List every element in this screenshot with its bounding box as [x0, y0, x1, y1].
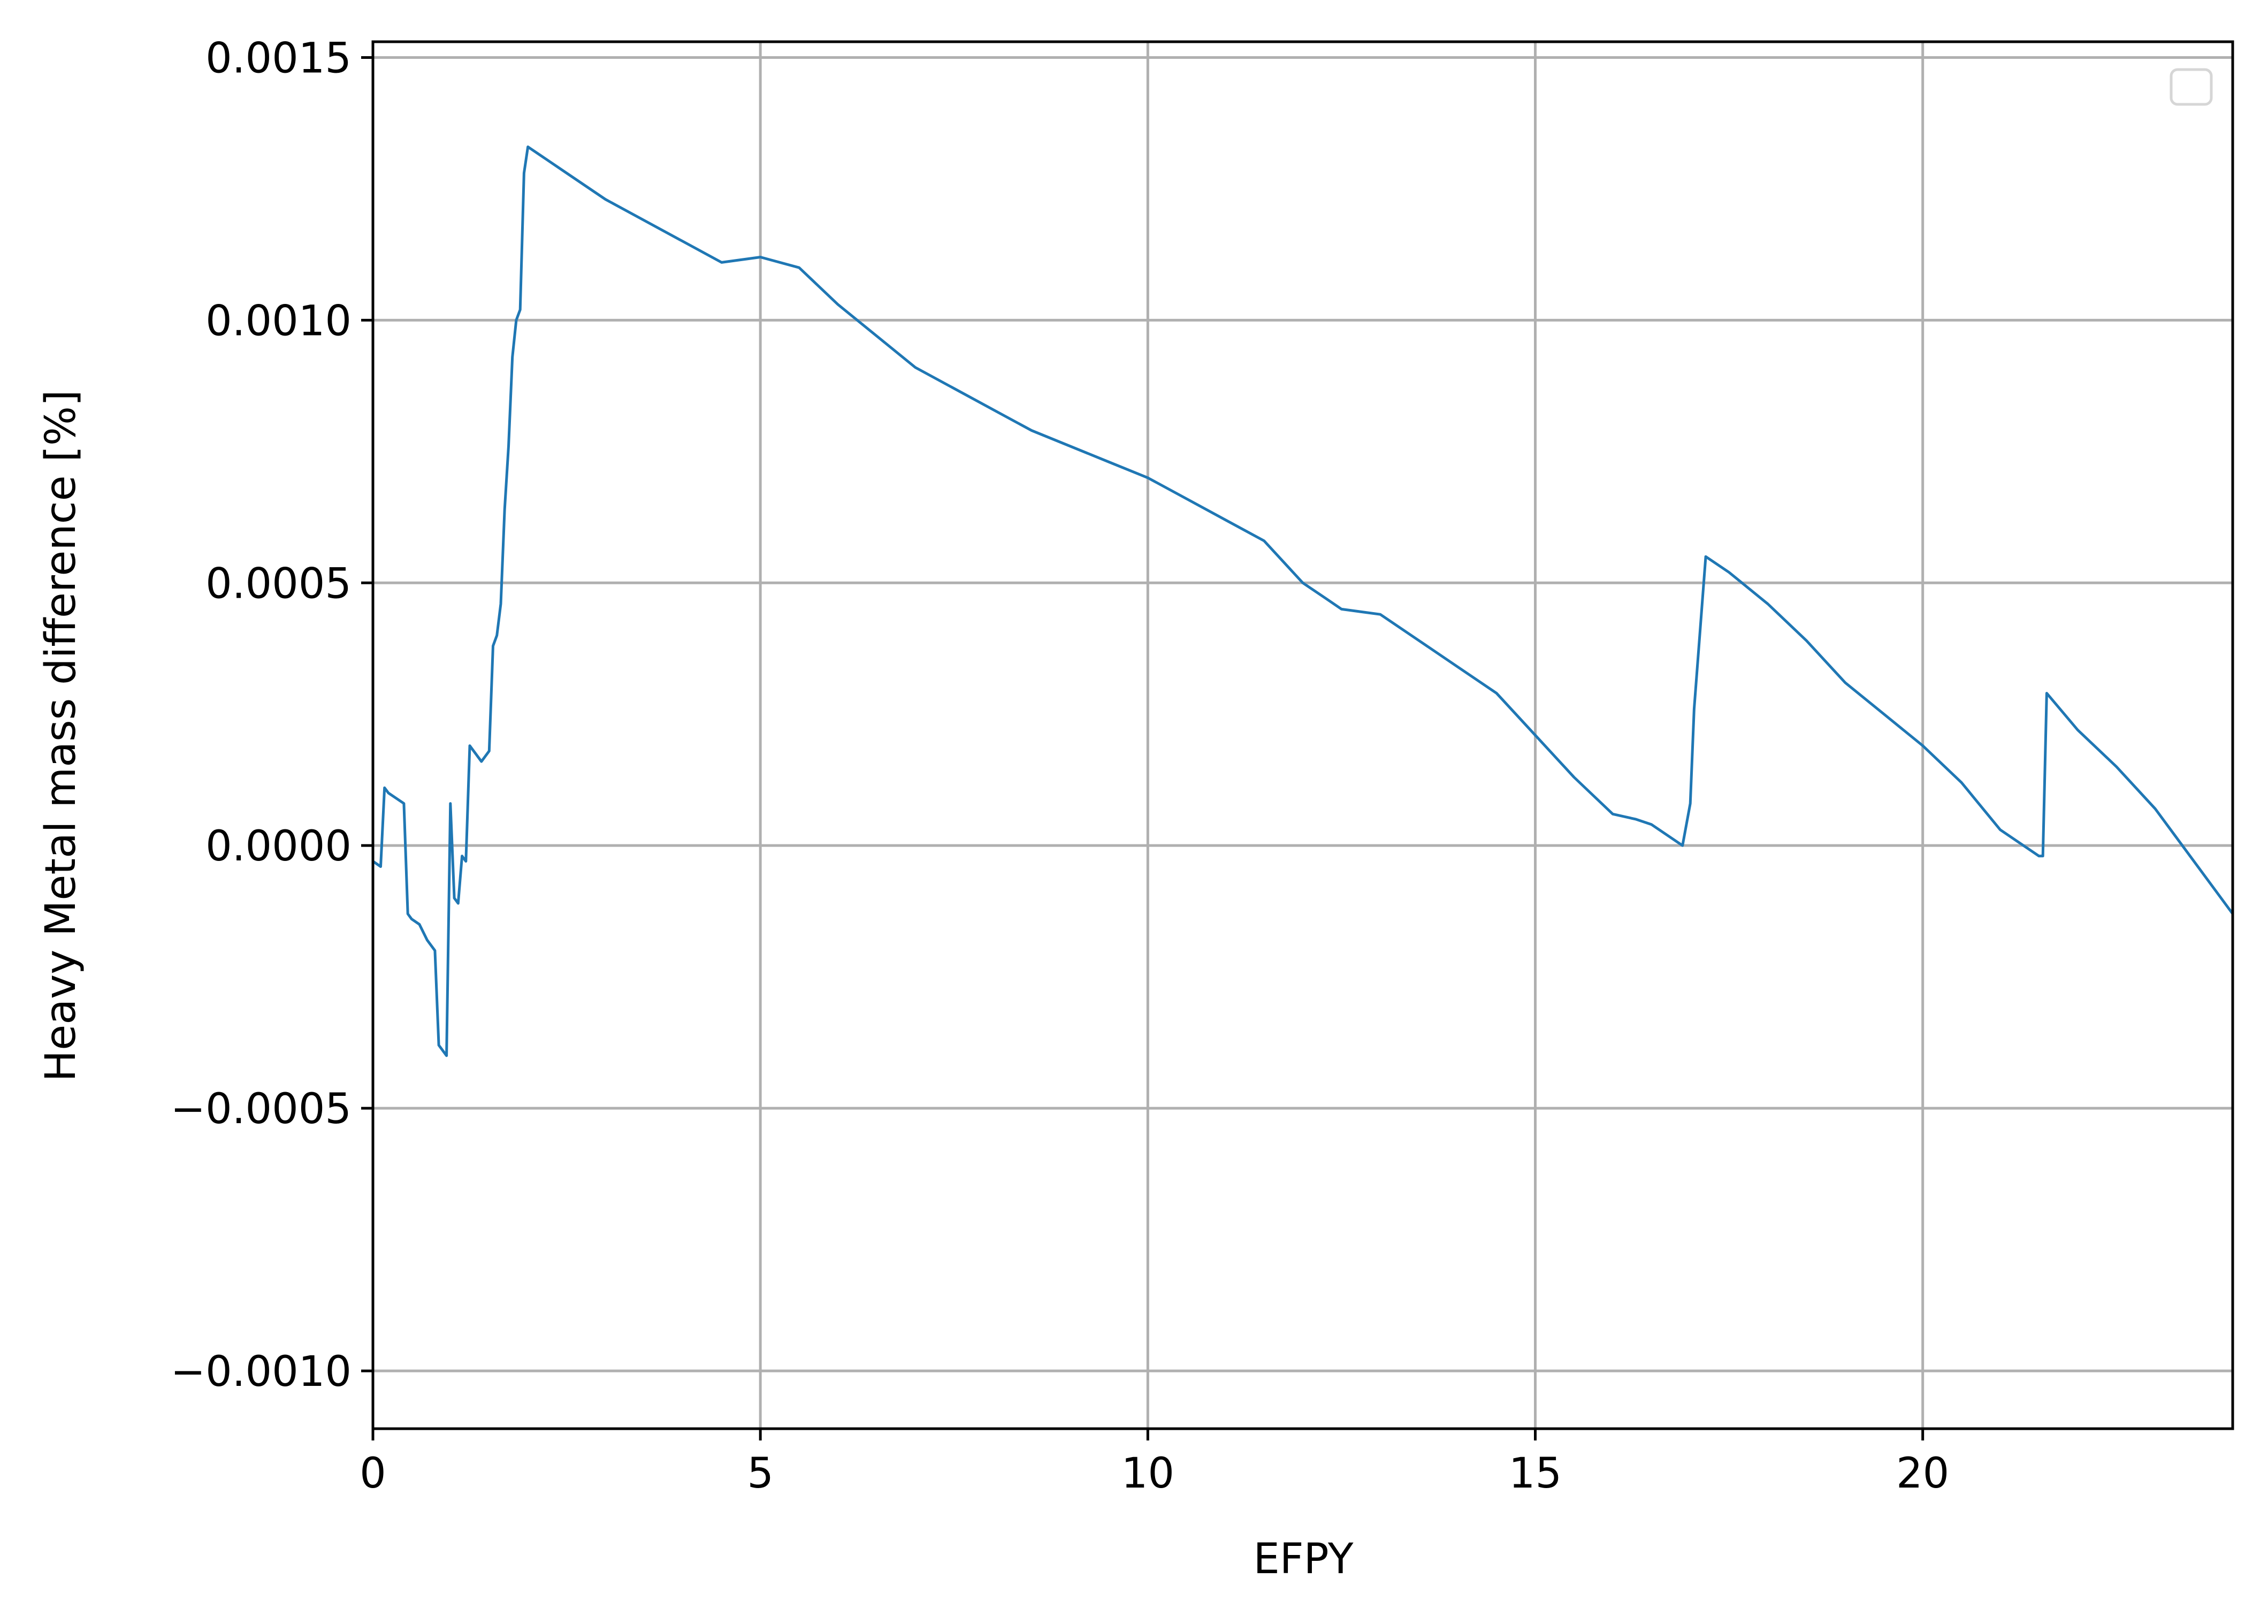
legend-box: [2170, 68, 2213, 106]
grid-lines: [371, 42, 2233, 1429]
x-tick-label: 0: [360, 1450, 386, 1498]
x-tick-label: 5: [747, 1450, 774, 1498]
axes: [371, 40, 2234, 1430]
data-series-layer: [371, 145, 2234, 1057]
y-tick-label: 0.0000: [205, 822, 352, 871]
x-tick-label: 10: [1121, 1450, 1174, 1498]
y-tick-label: −0.0005: [171, 1085, 352, 1133]
x-tick-label: 20: [1896, 1450, 1949, 1498]
y-tick-label: 0.0015: [205, 34, 352, 82]
y-tick-label: −0.0010: [171, 1348, 352, 1396]
tick-marks: 0 5 10 15 20 −0.0010 −0.0005 0.0000 0.0005 0.0010…: [171, 34, 1950, 1498]
x-axis-label: EFPY: [1253, 1535, 1353, 1583]
y-axis-label: Heavy Metal mass difference [%]: [37, 390, 85, 1082]
y-tick-label: 0.0005: [205, 560, 352, 608]
x-tick-label: 15: [1509, 1450, 1562, 1498]
plot-frame: [371, 40, 2234, 1430]
y-tick-label: 0.0010: [205, 297, 352, 345]
legend: [2170, 68, 2213, 106]
series-line-0: [371, 145, 2234, 1057]
